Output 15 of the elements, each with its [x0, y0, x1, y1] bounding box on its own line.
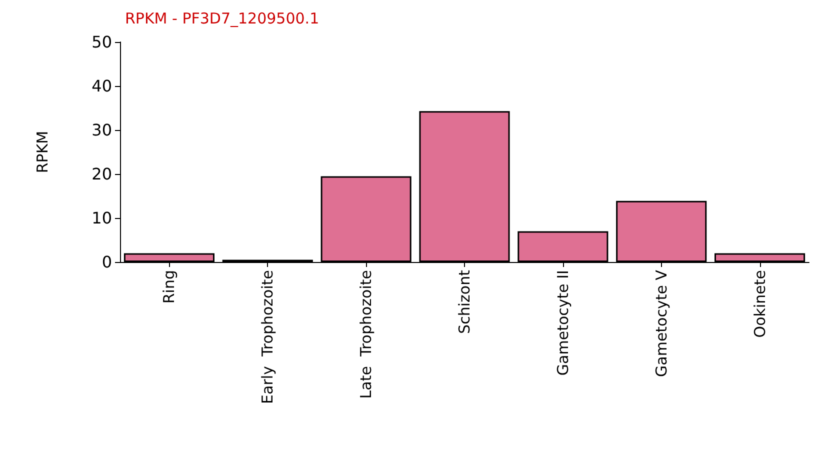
y-tick-label: 40	[92, 76, 112, 96]
chart-title: RPKM - PF3D7_1209500.1	[125, 10, 320, 28]
y-tick-label: 20	[92, 164, 112, 184]
x-tick-label: Schizont	[456, 270, 474, 334]
x-tick-label: Ookinete	[750, 270, 769, 338]
x-tick-label: Early Trophozoite	[258, 270, 277, 404]
y-tick-label: 50	[92, 32, 112, 52]
x-tick-label: Gametocyte II	[554, 270, 572, 376]
y-tick-label: 0	[102, 252, 112, 272]
x-tick-label: Gametocyte V	[652, 269, 670, 377]
y-tick-label: 10	[92, 208, 112, 228]
x-tick-label: Late Trophozoite	[357, 270, 376, 399]
y-tick-label: 30	[92, 120, 112, 140]
y-axis-title: RPKM	[34, 130, 52, 174]
x-tick-label: Ring	[160, 270, 178, 304]
